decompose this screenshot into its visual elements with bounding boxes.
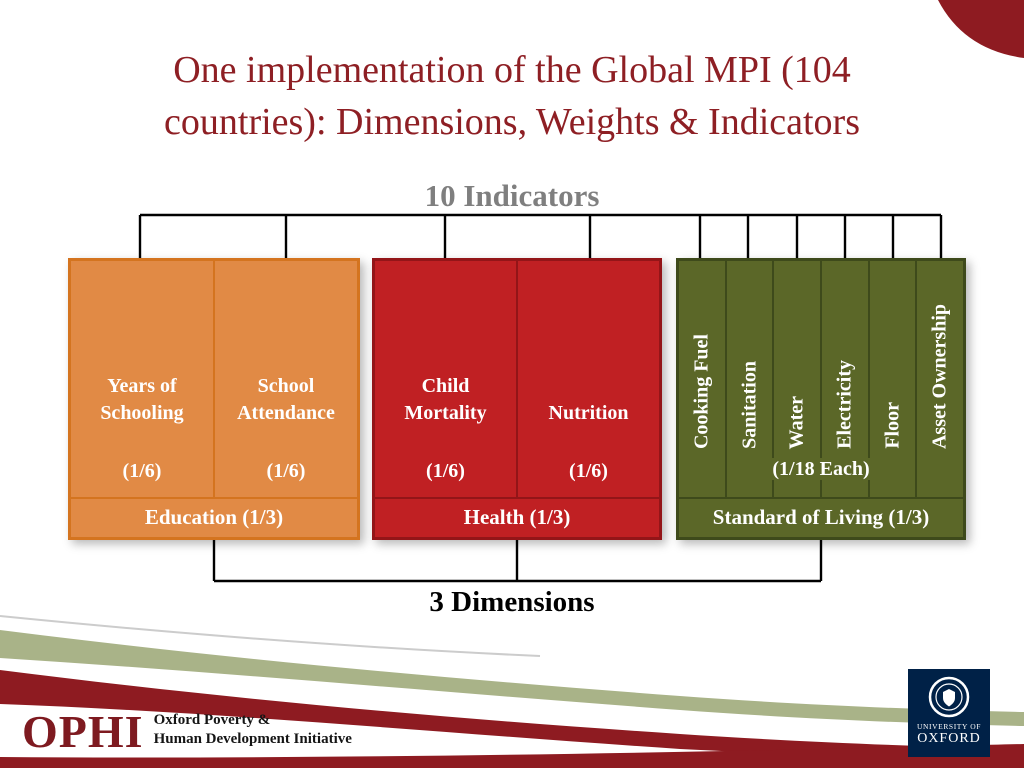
indicator-weight: (1/6)	[569, 460, 608, 482]
indicator-label: Child Mortality	[404, 375, 487, 424]
page-title: One implementation of the Global MPI (10…	[40, 44, 984, 149]
living-columns: Cooking Fuel Sanitation Water Electricit…	[679, 261, 963, 497]
indicator-weight: (1/6)	[122, 460, 162, 482]
indicator-column-asset-ownership: Asset Ownership	[915, 261, 963, 497]
oxford-crest-icon	[928, 676, 970, 718]
ophi-tagline: Oxford Poverty & Human Development Initi…	[154, 711, 352, 754]
living-footer: Standard of Living (1/3)	[679, 497, 963, 535]
ophi-tagline-line1: Oxford Poverty &	[153, 711, 271, 728]
indicator-label: Asset Ownership	[928, 303, 951, 449]
ophi-wordmark: OPHI	[22, 706, 144, 757]
indicator-column-electricity: Electricity	[820, 261, 868, 497]
indicator-column-water: Water	[772, 261, 820, 497]
indicator-column-nutrition: Nutrition (1/6)	[516, 261, 659, 497]
indicator-label: School Attendance	[237, 375, 335, 424]
living-weight-label: (1/18 Each)	[679, 458, 963, 481]
ophi-logo: OPHI Oxford Poverty & Human Development …	[22, 706, 352, 757]
indicator-column-floor: Floor	[867, 261, 916, 497]
page-title-line1: One implementation of the Global MPI (10…	[173, 49, 851, 91]
indicators-bracket	[138, 213, 943, 260]
health-footer: Health (1/3)	[375, 497, 659, 535]
page-title-line2: countries): Dimensions, Weights & Indica…	[164, 101, 860, 144]
indicator-label: Water	[785, 395, 808, 449]
standard-of-living-block: Cooking Fuel Sanitation Water Electricit…	[676, 258, 966, 540]
health-block: Child Mortality (1/6) Nutrition (1/6) He…	[372, 258, 662, 540]
indicator-weight: (1/6)	[426, 460, 465, 482]
indicator-column-child-mortality: Child Mortality (1/6)	[375, 261, 516, 497]
indicator-weight: (1/6)	[266, 460, 306, 482]
education-columns: Years of Schooling (1/6) School Attendan…	[71, 261, 357, 497]
indicator-column-years-of-schooling: Years of Schooling (1/6)	[71, 261, 213, 497]
indicator-label: Sanitation	[738, 361, 760, 449]
indicator-label: Nutrition	[548, 402, 629, 424]
indicator-column-school-attendance: School Attendance (1/6)	[213, 261, 357, 497]
living-weight-text: (1/18 Each)	[762, 458, 880, 480]
dimensions-heading: 3 Dimensions	[429, 586, 595, 618]
education-block: Years of Schooling (1/6) School Attendan…	[68, 258, 360, 540]
education-footer: Education (1/3)	[71, 497, 357, 535]
health-columns: Child Mortality (1/6) Nutrition (1/6)	[375, 261, 659, 497]
indicator-label: Years of Schooling	[100, 375, 184, 424]
indicators-heading: 10 Indicators	[424, 178, 600, 213]
dimensions-bracket	[212, 540, 823, 583]
oxford-logo: UNIVERSITY OF OXFORD	[908, 669, 990, 757]
oxford-wordmark: OXFORD	[917, 731, 981, 746]
indicator-label: Floor	[881, 402, 904, 449]
indicator-column-sanitation: Sanitation	[724, 261, 773, 497]
oxford-university-of: UNIVERSITY OF	[917, 722, 981, 731]
ophi-tagline-line2: Human Development Initiative	[153, 731, 352, 748]
indicator-label: Cooking Fuel	[690, 333, 713, 449]
indicator-label: Electricity	[833, 360, 856, 449]
